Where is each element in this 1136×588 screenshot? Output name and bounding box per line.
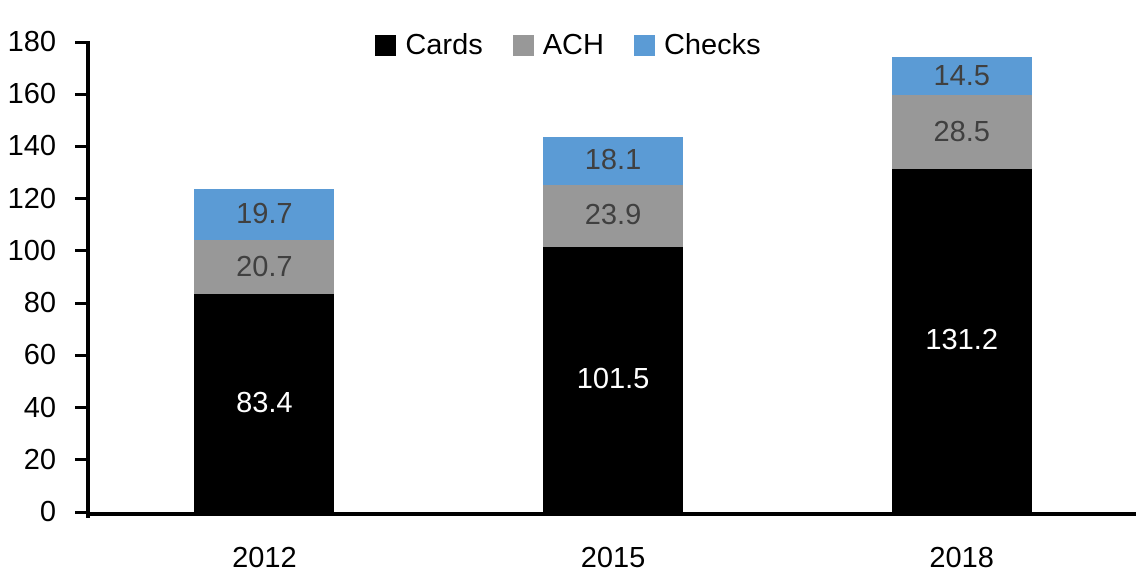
x-axis-label-2012: 2012 — [232, 542, 297, 574]
legend-item-cards: Cards — [375, 29, 483, 61]
legend-item-checks: Checks — [633, 29, 761, 61]
segment-checks-2012: 19.7 — [194, 188, 335, 241]
y-tick-mark-160 — [75, 92, 86, 96]
segment-ach-2015: 23.9 — [543, 184, 683, 247]
plot-area: 83.4 20.7 19.7 101.5 23.9 18.1 131.2 28.5 14.5 — [90, 42, 1136, 512]
segment-checks-2018: 14.5 — [891, 57, 1032, 96]
y-axis-line — [86, 41, 90, 518]
category-slot-2012: 83.4 20.7 19.7 — [90, 42, 439, 512]
data-label-checks-2018: 14.5 — [933, 59, 990, 92]
x-axis-label-2018: 2018 — [929, 542, 994, 574]
y-tick-mark-80 — [75, 301, 86, 305]
data-label-checks-2015: 18.1 — [584, 144, 642, 177]
y-tick-label-40: 40 — [23, 391, 56, 424]
y-tick-mark-120 — [75, 197, 86, 201]
y-tick-mark-180 — [75, 40, 86, 44]
y-tick-label-0: 0 — [39, 496, 56, 528]
segment-checks-2015: 18.1 — [543, 137, 683, 185]
bar-2015: 101.5 23.9 18.1 — [543, 137, 683, 512]
data-label-cards-2015: 101.5 — [576, 362, 650, 395]
data-label-ach-2012: 20.7 — [236, 250, 293, 283]
data-label-cards-2012: 83.4 — [236, 386, 293, 419]
segment-cards-2012: 83.4 — [194, 294, 335, 512]
category-slot-2018: 131.2 28.5 14.5 — [787, 42, 1136, 512]
data-label-cards-2018: 131.2 — [925, 324, 998, 357]
x-axis-label-2015: 2015 — [580, 542, 646, 574]
y-tick-label-20: 20 — [23, 443, 56, 476]
y-tick-label-60: 60 — [23, 339, 56, 372]
legend-label-checks: Checks — [663, 29, 761, 61]
data-label-ach-2018: 28.5 — [933, 115, 990, 148]
y-tick-mark-20 — [75, 458, 86, 462]
y-tick-mark-100 — [75, 249, 86, 253]
y-tick-label-80: 80 — [23, 287, 56, 320]
y-tick-label-160: 160 — [7, 78, 56, 111]
data-label-checks-2012: 19.7 — [236, 197, 293, 230]
segment-ach-2018: 28.5 — [891, 95, 1032, 170]
y-tick-label-140: 140 — [7, 130, 56, 163]
y-tick-label-120: 120 — [7, 182, 56, 215]
y-tick-mark-0 — [75, 510, 86, 514]
category-slot-2015: 101.5 23.9 18.1 — [439, 42, 788, 512]
x-axis-line — [86, 512, 1136, 516]
legend-item-ach: ACH — [512, 29, 604, 61]
bar-2012: 83.4 20.7 19.7 — [194, 188, 335, 512]
legend-label-cards: Cards — [405, 29, 483, 61]
y-tick-label-100: 100 — [7, 234, 56, 267]
legend: Cards ACH Checks — [0, 31, 1136, 60]
segment-ach-2012: 20.7 — [194, 240, 335, 295]
x-axis-labels: 2012 2015 2018 — [90, 541, 1136, 575]
legend-swatch-ach-icon — [512, 35, 534, 56]
legend-label-ach: ACH — [542, 29, 604, 61]
segment-cards-2015: 101.5 — [543, 246, 683, 512]
segment-cards-2018: 131.2 — [891, 169, 1032, 512]
bar-2018: 131.2 28.5 14.5 — [891, 57, 1032, 512]
legend-swatch-cards-icon — [375, 35, 397, 56]
data-label-ach-2015: 23.9 — [584, 199, 642, 232]
y-tick-label-180: 180 — [7, 26, 56, 58]
legend-swatch-checks-icon — [633, 35, 655, 56]
y-tick-mark-60 — [75, 353, 86, 357]
y-tick-mark-140 — [75, 144, 86, 148]
y-tick-mark-40 — [75, 406, 86, 410]
